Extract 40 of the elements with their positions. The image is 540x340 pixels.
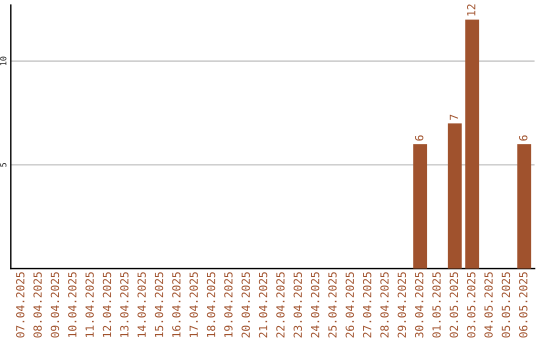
x-tick-label: 01.05.2025 bbox=[432, 272, 441, 338]
x-tick-label: 22.04.2025 bbox=[276, 272, 285, 338]
bar bbox=[517, 144, 532, 269]
x-tick-label: 14.04.2025 bbox=[137, 272, 146, 337]
x-tick-label: 10.04.2025 bbox=[68, 272, 76, 337]
x-tick-label: 21.04.2025 bbox=[258, 272, 268, 338]
data-label: 7 bbox=[450, 114, 458, 120]
bar bbox=[448, 123, 462, 269]
x-tick-label: 26.04.2025 bbox=[346, 272, 354, 338]
x-tick-label: 20.04.2025 bbox=[242, 272, 250, 338]
data-label: 6 bbox=[414, 135, 424, 141]
x-tick-label: 16.04.2025 bbox=[172, 272, 181, 337]
x-tick-label: 25.04.2025 bbox=[328, 272, 337, 338]
x-tick-label: 29.04.2025 bbox=[398, 272, 406, 338]
bar bbox=[413, 144, 428, 269]
x-tick-label: 13.04.2025 bbox=[120, 272, 129, 337]
y-tick-label: 10 bbox=[0, 56, 6, 66]
x-tick-label: 30.04.2025 bbox=[414, 272, 424, 338]
x-tick-label: 07.04.2025 bbox=[16, 272, 24, 338]
x-tick-label: 03.05.2025 bbox=[467, 272, 476, 338]
x-tick-label: 24.04.2025 bbox=[310, 272, 320, 338]
x-tick-label: 02.05.2025 bbox=[450, 272, 458, 338]
x-tick-label: 09.04.2025 bbox=[50, 272, 60, 338]
x-tick-label: 28.04.2025 bbox=[380, 272, 389, 338]
x-tick-label: 19.04.2025 bbox=[224, 272, 233, 337]
y-tick-label: 5 bbox=[0, 163, 6, 167]
x-tick-label: 12.04.2025 bbox=[102, 272, 112, 337]
bar bbox=[465, 20, 480, 269]
x-tick-label: 04.05.2025 bbox=[484, 272, 493, 338]
x-tick-label: 11.04.2025 bbox=[85, 272, 94, 337]
x-tick-label: 08.04.2025 bbox=[33, 272, 42, 338]
x-tick-label: 15.04.2025 bbox=[154, 272, 164, 337]
data-label: 6 bbox=[519, 135, 528, 141]
data-label: 12 bbox=[467, 4, 476, 16]
x-tick-label: 27.04.2025 bbox=[362, 272, 372, 338]
x-tick-label: 06.05.2025 bbox=[519, 272, 528, 338]
x-tick-label: 23.04.2025 bbox=[294, 272, 302, 338]
x-tick-label: 05.05.2025 bbox=[502, 272, 510, 338]
x-tick-label: 17.04.2025 bbox=[190, 272, 198, 337]
x-tick-label: 18.04.2025 bbox=[206, 272, 216, 337]
